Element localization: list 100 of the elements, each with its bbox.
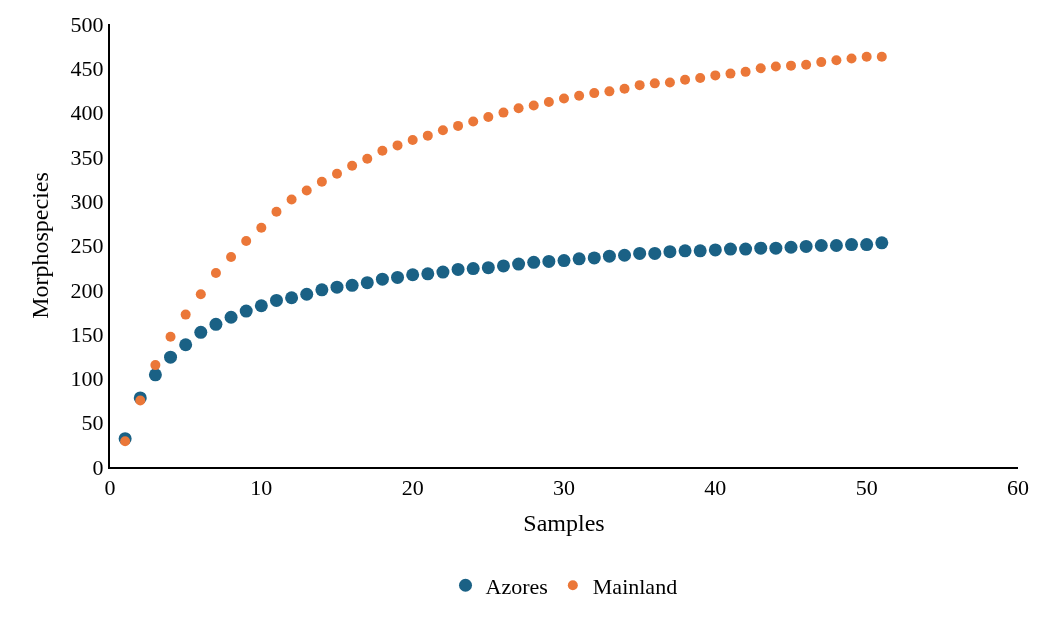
point <box>876 51 887 62</box>
point <box>755 63 766 74</box>
point <box>829 239 843 252</box>
point <box>345 278 359 292</box>
point <box>740 66 751 77</box>
point <box>165 331 176 342</box>
point <box>801 59 812 70</box>
point <box>861 51 872 62</box>
point <box>649 78 660 89</box>
point <box>209 317 223 331</box>
point <box>301 185 312 196</box>
point <box>663 245 677 259</box>
point <box>739 242 753 256</box>
point <box>875 236 889 250</box>
point <box>602 249 616 263</box>
point <box>300 287 314 301</box>
y-tick-label: 500 <box>70 11 104 37</box>
point <box>769 241 783 255</box>
point <box>468 116 479 127</box>
point <box>860 238 874 252</box>
y-tick-label: 450 <box>70 56 104 81</box>
point <box>360 276 374 290</box>
point <box>422 130 433 141</box>
x-tick-label: 40 <box>704 475 727 501</box>
point <box>528 100 539 111</box>
point <box>695 73 706 84</box>
point <box>451 262 465 276</box>
point <box>436 265 450 279</box>
point <box>392 140 403 151</box>
y-tick-label: 400 <box>70 100 104 126</box>
point <box>120 436 131 447</box>
point <box>224 310 238 324</box>
point <box>135 395 146 406</box>
point <box>770 61 781 72</box>
point <box>194 325 208 339</box>
point <box>513 103 524 114</box>
x-tick-label: 10 <box>250 475 273 501</box>
point <box>799 239 813 253</box>
point <box>226 252 237 263</box>
point <box>375 272 389 286</box>
point <box>180 309 191 320</box>
y-tick-label: 250 <box>70 233 104 259</box>
point <box>315 283 329 297</box>
point <box>542 254 556 268</box>
point <box>150 360 161 371</box>
point <box>814 239 828 252</box>
point <box>723 242 737 256</box>
point <box>496 259 510 273</box>
point <box>845 238 859 252</box>
point <box>784 240 798 254</box>
point <box>316 176 327 187</box>
point <box>619 83 630 94</box>
point <box>589 88 600 99</box>
y-tick-label: 50 <box>81 410 104 436</box>
point <box>286 194 297 205</box>
point <box>332 168 342 179</box>
point <box>330 280 344 294</box>
point <box>678 244 692 258</box>
point <box>254 299 268 313</box>
point <box>634 80 645 91</box>
point <box>786 60 796 71</box>
point <box>710 70 721 81</box>
point <box>179 338 193 352</box>
point <box>377 145 388 156</box>
point <box>604 86 615 97</box>
point <box>285 291 299 305</box>
point <box>453 120 464 131</box>
point <box>498 107 509 118</box>
point <box>347 160 358 171</box>
point <box>648 246 662 260</box>
point <box>256 222 267 233</box>
point <box>271 206 282 217</box>
y-tick-label: 0 <box>92 454 104 480</box>
y-tick-label: 100 <box>70 366 104 392</box>
point <box>543 96 554 107</box>
point <box>557 254 571 268</box>
point <box>831 55 842 66</box>
point <box>574 90 585 101</box>
point <box>481 261 495 275</box>
point <box>618 248 632 262</box>
x-axis-title: Samples <box>523 510 605 537</box>
point <box>269 293 283 307</box>
point <box>437 125 448 136</box>
x-tick-label: 50 <box>855 475 878 501</box>
point <box>680 74 691 85</box>
y-axis-title: Morphospecies <box>27 172 54 319</box>
point <box>362 153 373 164</box>
point <box>754 241 768 255</box>
point <box>210 267 221 278</box>
point <box>391 270 405 284</box>
point <box>527 255 541 269</box>
point <box>708 243 722 257</box>
point <box>512 257 526 271</box>
point <box>466 262 480 276</box>
point <box>195 289 206 300</box>
point <box>421 267 435 281</box>
point <box>148 368 162 382</box>
point <box>572 252 586 266</box>
legend-label: Mainland <box>592 573 678 599</box>
x-tick-label: 30 <box>553 475 575 501</box>
